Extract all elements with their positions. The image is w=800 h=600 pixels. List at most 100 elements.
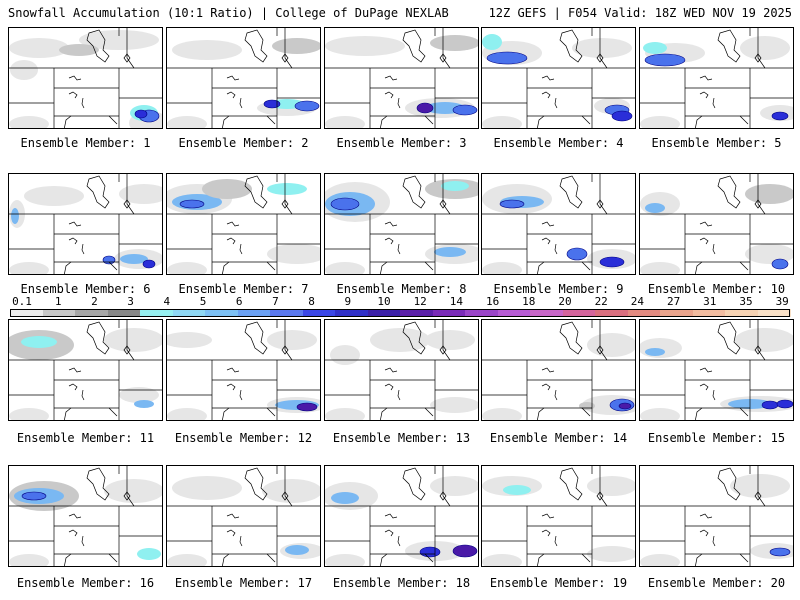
- boundary-line: [384, 91, 394, 99]
- boundary-line: [695, 553, 703, 566]
- snowfall-map: [9, 174, 162, 274]
- ensemble-member-label: Ensemble Member: 20: [647, 576, 786, 590]
- snowfall-contour: [167, 116, 207, 128]
- snowfall-map: [482, 174, 635, 274]
- snowfall-map: [9, 466, 162, 566]
- boundary-line: [537, 115, 545, 128]
- boundary-line: [599, 466, 608, 507]
- snowfall-contour: [430, 35, 478, 51]
- ensemble-member-map-3: [324, 27, 479, 129]
- snowfall-contour: [325, 262, 365, 274]
- boundary-line: [581, 115, 591, 125]
- snowfall-contour: [330, 345, 360, 365]
- colorbar-tick-label: 24: [630, 295, 645, 308]
- boundary-line: [266, 553, 276, 563]
- colorbar-tick-label: 5: [199, 295, 207, 308]
- boundary-line: [537, 261, 545, 274]
- snowfall-contour: [102, 255, 116, 265]
- snowfall-contour: [325, 36, 405, 56]
- boundary-line: [380, 261, 388, 274]
- snowfall-contour: [172, 40, 242, 60]
- snowfall-contour: [499, 199, 525, 209]
- snowfall-contour: [167, 332, 212, 348]
- colorbar-tick-label: 0.1: [12, 295, 32, 308]
- boundary-line: [695, 407, 703, 420]
- ensemble-member-label: Ensemble Member: 9: [493, 282, 624, 296]
- ensemble-member-map-20: [639, 465, 794, 567]
- colorbar-swatch: [530, 309, 563, 317]
- boundary-line: [284, 320, 293, 361]
- snowfall-contour: [587, 333, 635, 357]
- boundary-line: [384, 221, 398, 227]
- colorbar-swatch: [302, 309, 336, 317]
- snowfall-contour: [9, 38, 69, 58]
- boundary-line: [397, 535, 401, 547]
- boundary-line: [596, 199, 604, 209]
- snowfall-contour: [761, 400, 779, 410]
- boundary-line: [599, 28, 608, 69]
- snowfall-contour: [419, 546, 441, 558]
- boundary-line: [384, 367, 398, 373]
- boundary-line: [81, 243, 85, 255]
- boundary-line: [284, 174, 293, 215]
- colorbar-frame: [10, 309, 790, 317]
- boundary-line: [554, 389, 558, 401]
- snowfall-contour: [294, 100, 320, 112]
- snowfall-contour: [640, 262, 680, 274]
- boundary-line: [695, 261, 703, 274]
- boundary-line: [380, 407, 388, 420]
- boundary-line: [541, 91, 551, 99]
- snowfall-contour: [296, 402, 318, 412]
- colorbar-tick-label: 2: [91, 295, 98, 308]
- boundary-line: [397, 243, 401, 255]
- boundary-line: [596, 345, 604, 355]
- snowfall-contour: [104, 328, 162, 352]
- colorbar-tick-label: 12: [413, 295, 427, 308]
- boundary-line: [699, 367, 713, 373]
- boundary-line: [717, 321, 741, 355]
- colorbar-swatch: [107, 309, 141, 317]
- boundary-line: [226, 529, 236, 537]
- snowfall-contour: [425, 330, 475, 350]
- colorbar-tick-label: 39: [775, 295, 789, 308]
- boundary-line: [402, 467, 426, 501]
- boundary-line: [239, 243, 243, 255]
- snowfall-map: [9, 28, 162, 128]
- boundary-line: [442, 174, 451, 215]
- ensemble-member-map-5: [639, 27, 794, 129]
- boundary-line: [123, 345, 131, 355]
- ensemble-member-label: Ensemble Member: 11: [16, 431, 155, 445]
- boundary-line: [126, 28, 135, 69]
- boundary-line: [81, 97, 85, 109]
- snowfall-contour: [331, 492, 359, 504]
- boundary-line: [754, 199, 762, 209]
- colorbar-swatch: [172, 309, 206, 317]
- boundary-line: [757, 320, 766, 361]
- boundary-line: [712, 97, 716, 109]
- snowfall-contour: [142, 259, 156, 269]
- ensemble-member-map-12: [166, 319, 321, 421]
- snowfall-contour: [434, 247, 466, 257]
- boundary-line: [384, 237, 394, 245]
- colorbar-swatch: [725, 309, 758, 317]
- ensemble-member-map-4: [481, 27, 636, 129]
- boundary-line: [402, 29, 426, 63]
- colorbar-legend: 0.1 1 2 3 4 5 6 7 8 9 10 12 14 16 18 20 22 24 27 31 35 39: [10, 295, 791, 322]
- boundary-line: [380, 553, 388, 566]
- boundary-line: [244, 175, 268, 209]
- boundary-line: [537, 407, 545, 420]
- boundary-line: [541, 237, 551, 245]
- boundary-line: [64, 115, 72, 128]
- snowfall-contour: [134, 109, 148, 119]
- boundary-line: [244, 467, 268, 501]
- boundary-line: [541, 513, 555, 519]
- ensemble-member-map-7: [166, 173, 321, 275]
- ensemble-member-map-15: [639, 319, 794, 421]
- snowfall-contour: [330, 197, 360, 211]
- colorbar-swatch: [595, 309, 628, 317]
- boundary-line: [439, 53, 447, 63]
- ensemble-member-label: Ensemble Member: 7: [178, 282, 309, 296]
- snowfall-contour: [640, 116, 680, 128]
- snowfall-contour: [644, 53, 686, 67]
- snowfall-contour: [9, 262, 49, 274]
